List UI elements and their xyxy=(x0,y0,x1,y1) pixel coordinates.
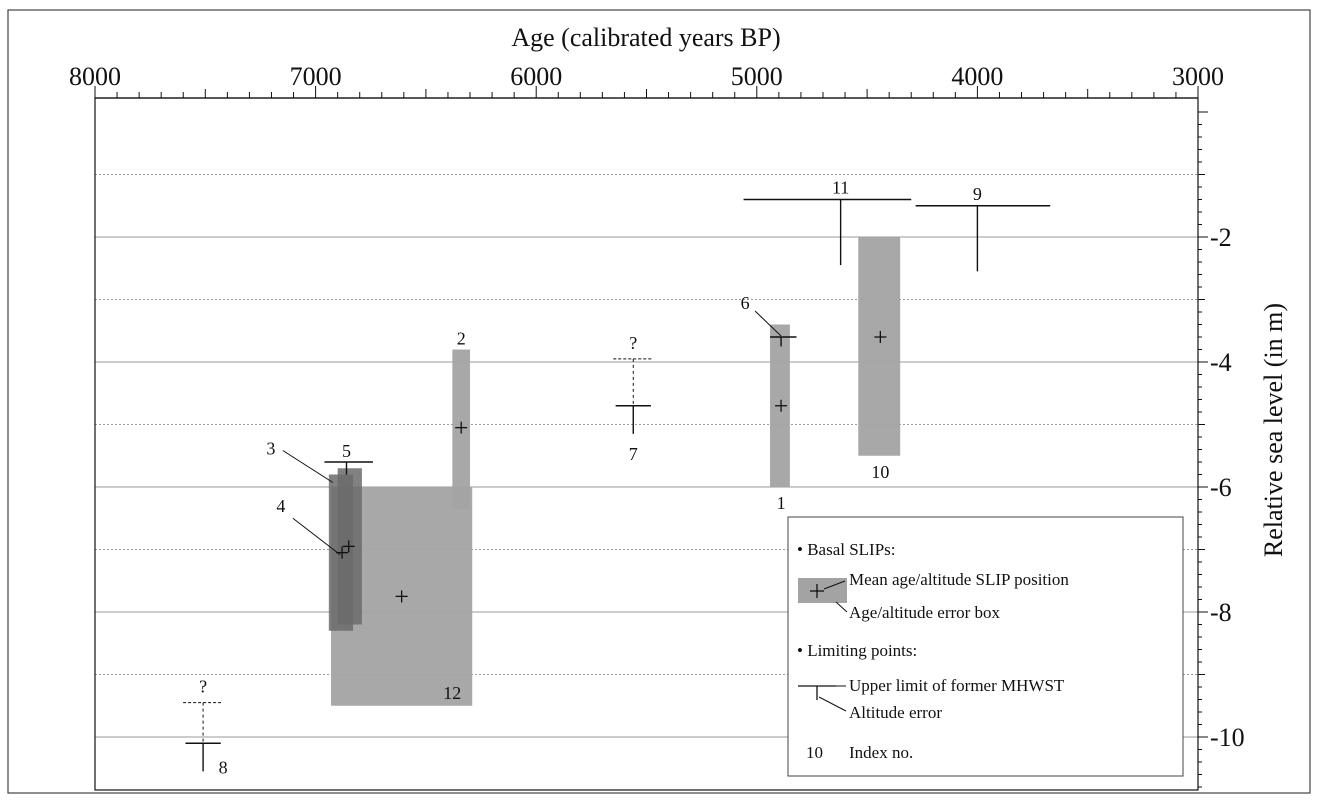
x-tick-label-4000: 4000 xyxy=(951,62,1003,91)
legend-mean-label: Mean age/altitude SLIP position xyxy=(849,570,1069,589)
slip-label-1: 1 xyxy=(777,493,786,513)
slip-mean-10 xyxy=(874,331,887,343)
slip-mean-2 xyxy=(455,421,468,434)
legend-box-label: Age/altitude error box xyxy=(849,603,1001,622)
x-axis-label: Age (calibrated years BP) xyxy=(511,23,780,52)
slip-label-12: 12 xyxy=(443,683,461,703)
limit-label-8: 8 xyxy=(219,757,228,777)
slip-mean-1 xyxy=(775,399,788,412)
limiting-points: ?? 5 7 8 9 11 6 xyxy=(183,178,1051,777)
y-tick-label-2: -2 xyxy=(1210,223,1232,252)
limit-label-7: 7 xyxy=(629,444,638,464)
limit-label-5: 5 xyxy=(342,441,351,461)
legend-index-label: Index no. xyxy=(849,743,913,762)
legend-index-sample: 10 xyxy=(806,743,823,762)
legend-upper-label: Upper limit of former MHWST xyxy=(849,676,1065,695)
slip-box-10 xyxy=(858,237,901,456)
limiting-point-8: ? xyxy=(183,677,224,772)
limiting-point-9 xyxy=(915,205,1051,272)
limit-question-7: ? xyxy=(629,333,637,353)
slip-label-10: 10 xyxy=(871,462,889,482)
legend-box-leader xyxy=(835,601,848,613)
legend-altitude-error-label: Altitude error xyxy=(849,703,942,722)
x-tick-label-7000: 7000 xyxy=(290,62,342,91)
limiting-point-7: ? xyxy=(613,333,654,434)
limiting-point-5 xyxy=(324,461,373,475)
y-tick-label-4: -4 xyxy=(1210,348,1232,377)
slip-mean-12 xyxy=(395,590,408,603)
slip-leader-3 xyxy=(282,450,334,483)
limit-label-6: 6 xyxy=(741,293,750,313)
y-axis-label: Relative sea level (in m) xyxy=(1259,303,1288,557)
legend: • Basal SLIPs: Mean age/altitude SLIP po… xyxy=(787,516,1184,777)
limit-label-11: 11 xyxy=(832,178,849,198)
legend-mean-leader xyxy=(823,580,846,590)
legend-frame xyxy=(787,516,1184,777)
slip-label-2: 2 xyxy=(457,329,466,349)
figure-frame xyxy=(7,9,1311,794)
x-tick-label-5000: 5000 xyxy=(731,62,783,91)
legend-error-leader xyxy=(818,696,847,712)
y-tick-label-8: -8 xyxy=(1210,598,1232,627)
x-axis: 8000 7000 6000 5000 4000 3000 xyxy=(69,62,1224,99)
limiting-point-6 xyxy=(770,336,797,347)
limit-label-9: 9 xyxy=(973,184,982,204)
y-tick-label-6: -6 xyxy=(1210,473,1232,502)
slip-label-3: 3 xyxy=(266,439,275,459)
y-axis: -2 -4 -6 -8 -10 xyxy=(1198,111,1245,788)
slip-mean-4 xyxy=(342,540,355,553)
x-tick-label-6000: 6000 xyxy=(510,62,562,91)
x-tick-label-8000: 8000 xyxy=(69,62,121,91)
slip-label-4: 4 xyxy=(276,496,285,516)
limit-leader-6 xyxy=(754,310,782,337)
y-tick-label-10: -10 xyxy=(1210,723,1245,752)
limit-question-8: ? xyxy=(199,677,207,697)
slip-leader-4 xyxy=(292,517,341,556)
legend-basal-heading: • Basal SLIPs: xyxy=(797,540,896,559)
legend-limiting-heading: • Limiting points: xyxy=(797,641,917,660)
x-tick-label-3000: 3000 xyxy=(1172,62,1224,91)
limiting-point-11 xyxy=(743,198,912,266)
